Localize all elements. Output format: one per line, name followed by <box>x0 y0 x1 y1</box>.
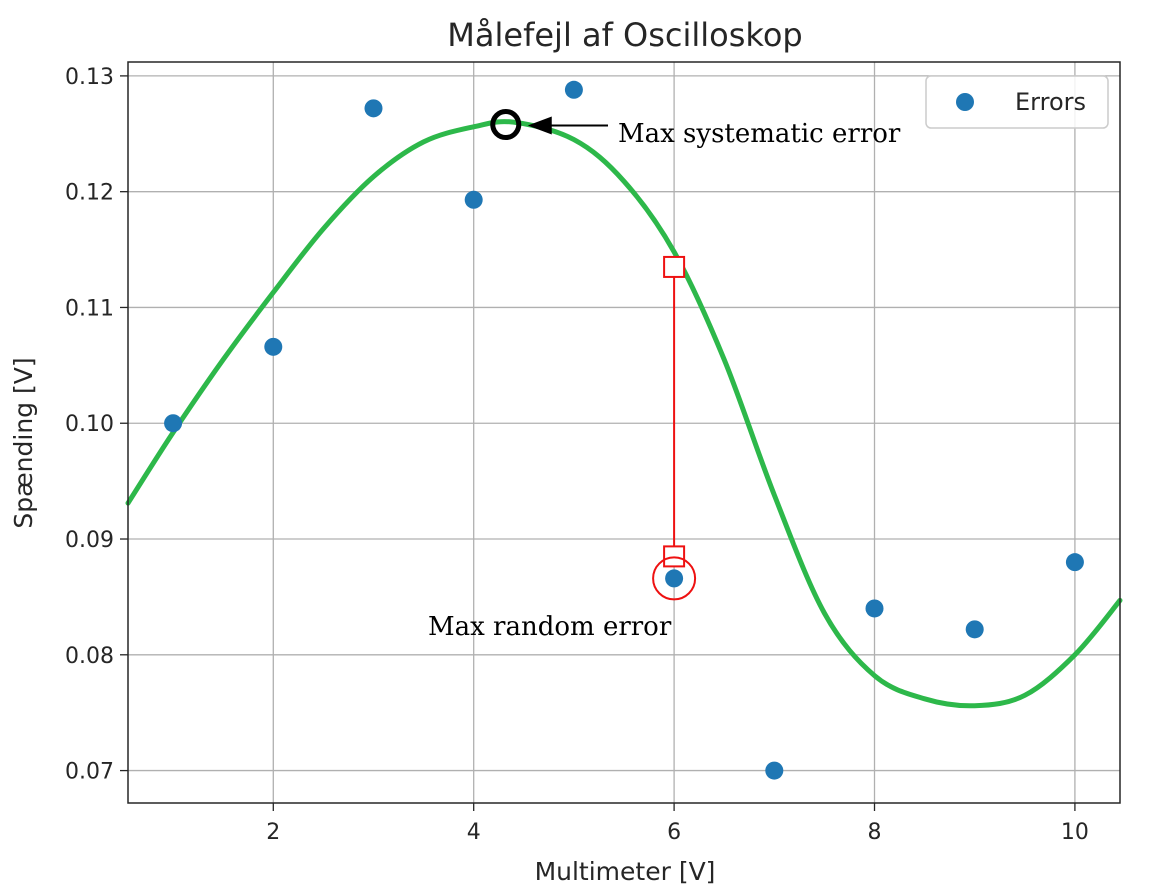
fit-curve-layer <box>125 119 1123 709</box>
x-tick-label: 4 <box>467 820 481 845</box>
legend-marker-errors <box>956 93 974 111</box>
data-point <box>665 569 684 588</box>
systematic-arrow-head <box>527 116 552 135</box>
data-point <box>1065 553 1084 572</box>
x-tick-label: 2 <box>266 820 280 845</box>
fit-curve <box>125 119 1123 709</box>
y-axis-label: Spænding [V] <box>9 357 38 528</box>
annotation-layer <box>490 109 697 601</box>
annotation-random-label: Max random error <box>428 612 672 642</box>
legend-box <box>925 75 1109 129</box>
data-point <box>865 599 884 618</box>
x-axis-label: Multimeter [V] <box>535 857 716 886</box>
legend-label-errors: Errors <box>1015 88 1086 116</box>
y-tick-label: 0.10 <box>65 412 114 437</box>
legend: Errors <box>925 75 1109 129</box>
y-tick-label: 0.11 <box>65 296 114 321</box>
data-point <box>564 80 583 99</box>
y-tick-label: 0.12 <box>65 181 114 206</box>
data-point <box>965 620 984 639</box>
data-point <box>264 337 283 356</box>
points-layer <box>164 80 1084 780</box>
chart-title: Målefejl af Oscilloskop <box>447 16 802 54</box>
random-error-top-marker <box>663 255 686 278</box>
grid-layer <box>128 62 1120 803</box>
y-tick-label: 0.07 <box>65 760 114 785</box>
max-systematic-marker <box>490 109 522 141</box>
data-point <box>364 99 383 118</box>
y-tick-label: 0.13 <box>65 65 114 90</box>
y-tick-label: 0.09 <box>65 528 114 553</box>
data-point <box>164 414 183 433</box>
y-tick-label: 0.08 <box>65 644 114 669</box>
x-tick-label: 10 <box>1061 820 1089 845</box>
axes-frame <box>127 61 1121 804</box>
max-random-marker <box>652 556 697 601</box>
tick-layer: 2 4 6 8 10 0.07 0.08 0.09 0.10 0.11 0.12 0.13 <box>65 65 1089 845</box>
axes-frame-layer <box>127 61 1121 804</box>
data-point <box>464 190 483 209</box>
x-tick-label: 8 <box>868 820 882 845</box>
data-point <box>765 761 784 780</box>
annotation-systematic-label: Max systematic error <box>618 119 901 149</box>
x-tick-label: 6 <box>667 820 681 845</box>
